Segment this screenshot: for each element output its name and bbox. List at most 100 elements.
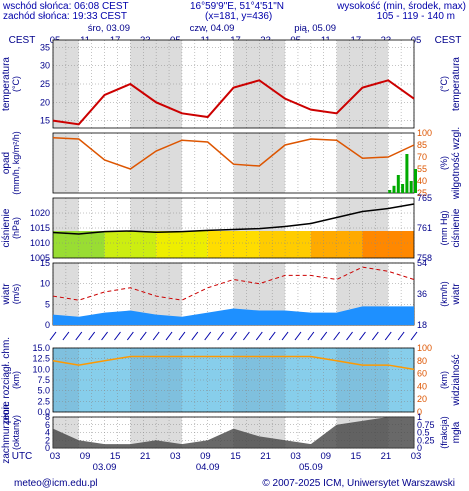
y-tick-label: 1010 [30,238,50,248]
night-band [130,40,182,128]
y-tick-label: 1020 [30,208,50,218]
panel-frame [52,39,415,129]
wind-arrow [49,331,57,341]
rain-bar [388,190,392,193]
y-tick-label-right: 0.25 [417,435,435,445]
pressure-band [104,231,157,258]
y-tick-label: 35 [40,42,50,52]
axis-label-left: pion. rozciągł. chm. [1,337,12,423]
y-tick-label-right: 758 [417,253,432,263]
hour-tick-bottom: 15 [351,451,362,462]
hour-tick-bottom: 15 [110,451,121,462]
y-tick-label-right: 765 [417,193,432,203]
wind-arrow [397,331,405,341]
wind-arrow [307,331,315,341]
hour-tick-bottom: 15 [230,451,241,462]
y-tick-label-right: 100 [417,343,432,353]
y-tick-label-right: 100 [417,128,432,138]
y-tick-label: 15 [40,258,50,268]
wind-arrow [230,331,237,341]
y-tick-label-right: 54 [417,258,427,268]
panel-frame [52,347,415,413]
wind-arrow [126,331,134,341]
wind-arrow [152,331,160,341]
y-tick-label: 5.0 [37,386,50,396]
axis-label-right: widzialność [451,354,462,406]
wind-arrow [62,331,70,341]
pressure-band [259,231,311,258]
wind-arrow [217,331,225,341]
wind-arrow [359,331,366,341]
wind-arrow [75,331,83,341]
wind-arrow [320,331,328,341]
y-tick-label: 7.5 [37,375,50,385]
y-tick-label: 2 [45,435,50,445]
day-label-top: śro, 03.09 [88,23,130,34]
y-tick-label-right: 0 [417,407,422,417]
y-tick-label: 15 [40,116,50,126]
y-tick-label: 10 [40,279,50,289]
elevation-values: 105 - 119 - 140 m [376,11,455,22]
y-tick-label-right: 85 [417,140,427,150]
rain-bar [392,185,396,193]
wind-arrow [294,331,302,341]
axis-label-right: temperatura [451,57,462,111]
y-tick-label: 25 [40,79,50,89]
axis-label-left: opad [1,152,12,174]
y-tick-label: 0 [45,443,50,453]
axis-unit-left: (hPa) [11,217,21,239]
rain-bar [401,184,405,193]
panel-frame [52,132,415,194]
day-label-bottom: 05.09 [299,462,323,473]
wind-arrow [384,331,392,341]
wind-arrow [114,331,121,341]
axis-unit-right: (km/h) [439,281,449,307]
hour-tick-bottom: 03 [170,451,181,462]
day-label-top: czw, 04.09 [190,23,235,34]
rain-bar [409,181,413,193]
axis-label-right: wiatr [451,283,462,306]
y-tick-label: 5 [45,299,50,309]
wind-arrow [139,331,147,341]
panel-frame [52,197,415,259]
hour-tick-bottom: 03 [50,451,61,462]
y-tick-label: 20 [40,97,50,107]
axis-unit-left: (m/s) [11,284,21,305]
grid-text: (x=181, y=436) [205,11,273,22]
sunrise-text: wschód słońca: 06:08 CEST [3,1,129,12]
y-tick-label: 0.0 [37,407,50,417]
y-tick-label: 8 [45,412,50,422]
y-tick-label-right: 0.5 [417,428,430,438]
y-tick-label-right: 1 [417,412,422,422]
cloud-area [53,417,414,448]
pressure-band [310,231,363,258]
y-tick-label: 2.5 [37,396,50,406]
day-label-top: pią, 05.09 [294,23,336,34]
day-label-bottom: 03.09 [93,462,117,473]
wind-arrow [281,331,289,341]
y-tick-label-right: 0 [417,443,422,453]
y-tick-label-right: 20 [417,394,427,404]
wind-arrow [371,331,379,341]
y-tick-label-right: 0.75 [417,420,435,430]
y-tick-label-right: 18 [417,320,427,330]
utc-label: UTC [12,451,33,462]
rain-bar [396,175,400,193]
series-line [52,355,415,371]
hour-tick-bottom: 21 [260,451,271,462]
axis-label-left: wiatr [1,283,12,306]
wind-arrow [165,331,173,341]
wind-arrow [410,331,418,341]
footer-copyright: © 2007-2025 ICM, Uniwersytet Warszawski [262,478,455,489]
axis-label-right: mgła [451,421,462,443]
wind-arrow [88,331,96,341]
pressure-band [156,231,208,258]
rain-bar [414,169,417,193]
elevation-title: wysokość (min, środek, max) [337,1,466,12]
series-line [52,137,415,170]
y-tick-label-right: 40 [417,176,427,186]
y-tick-label: 0 [45,320,50,330]
axis-unit-right: (mm Hg) [439,211,449,246]
hour-tick-bottom: 21 [140,451,151,462]
axis-unit-right: (km) [439,371,449,389]
